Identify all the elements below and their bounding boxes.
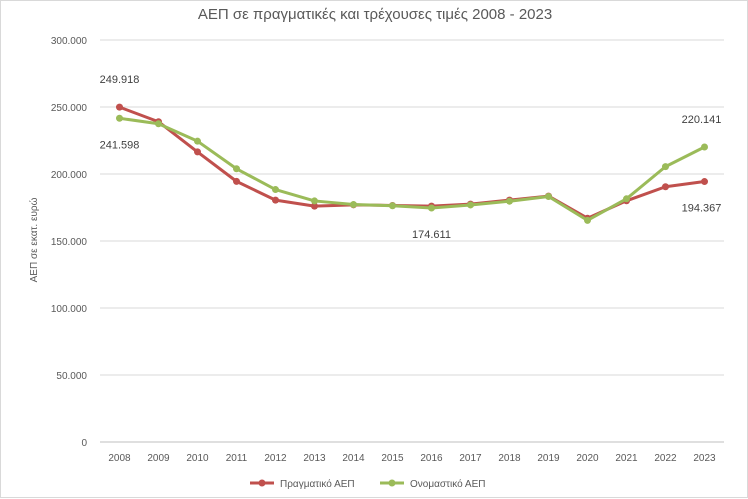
- gridlines: [100, 39, 724, 443]
- series-line: [119, 116, 706, 222]
- y-tick-label: 200.000: [51, 170, 88, 181]
- y-tick-label: 150.000: [51, 237, 88, 248]
- data-point: [233, 165, 240, 173]
- legend-label: Πραγματικό ΑΕΠ: [280, 478, 355, 490]
- data-point: [233, 177, 240, 185]
- x-tick-label: 2012: [264, 453, 287, 464]
- data-point: [272, 186, 279, 194]
- data-point: [272, 196, 279, 204]
- data-point: [116, 103, 123, 111]
- x-tick-label: 2009: [147, 453, 170, 464]
- data-point: [662, 163, 669, 171]
- data-point: [389, 202, 396, 210]
- y-tick-label: 100.000: [51, 304, 88, 315]
- data-point: [194, 137, 201, 145]
- data-label: 241.598: [100, 139, 140, 151]
- x-axis-ticks: 2008 2009 2010 2011 2012 2013 2014 2015 2016 2017…: [108, 453, 716, 464]
- chart-title: ΑΕΠ σε πραγματικές και τρέχουσες τιμές 2…: [198, 6, 552, 23]
- data-point: [584, 216, 591, 224]
- data-point: [662, 183, 669, 191]
- series-2: [116, 114, 708, 224]
- series-group: [116, 103, 708, 224]
- data-point: [545, 193, 552, 201]
- data-point: [428, 204, 435, 212]
- x-tick-label: 2014: [342, 453, 365, 464]
- legend-marker: [388, 479, 396, 487]
- data-point: [311, 202, 318, 210]
- data-point: [701, 143, 708, 151]
- x-tick-label: 2008: [108, 453, 131, 464]
- data-label: 174.611: [412, 229, 451, 241]
- y-tick-label: 0: [81, 438, 87, 449]
- x-tick-label: 2016: [420, 453, 443, 464]
- data-labels: 249.918 241.598 174.611 220.141 194.367: [100, 74, 722, 241]
- data-label: 220.141: [682, 114, 722, 126]
- data-point: [467, 201, 474, 209]
- legend-label: Ονομαστικό ΑΕΠ: [410, 478, 485, 490]
- legend-item: Ονομαστικό ΑΕΠ: [380, 478, 485, 490]
- y-axis-ticks: 0 50.000 100.000 150.000 200.000 250.000 300.0…: [51, 36, 88, 449]
- x-tick-label: 2023: [693, 453, 716, 464]
- data-label: 194.367: [682, 203, 722, 215]
- x-tick-label: 2015: [381, 453, 404, 464]
- data-point: [623, 195, 630, 203]
- data-point: [701, 178, 708, 186]
- x-tick-label: 2011: [226, 453, 248, 464]
- x-tick-label: 2021: [615, 453, 638, 464]
- x-tick-label: 2017: [459, 453, 482, 464]
- data-point: [350, 201, 357, 209]
- x-tick-label: 2019: [537, 453, 560, 464]
- data-point: [155, 120, 162, 128]
- x-tick-label: 2018: [498, 453, 521, 464]
- legend-marker: [258, 479, 266, 487]
- x-tick-label: 2022: [654, 453, 677, 464]
- x-tick-label: 2010: [186, 453, 209, 464]
- data-point: [506, 197, 513, 205]
- data-point: [194, 148, 201, 156]
- legend-item: Πραγματικό ΑΕΠ: [250, 478, 355, 490]
- series-line: [118, 105, 705, 220]
- data-label: 249.918: [100, 74, 140, 86]
- data-point: [311, 197, 318, 205]
- data-point: [116, 114, 123, 122]
- legend: Πραγματικό ΑΕΠ Ονομαστικό ΑΕΠ: [250, 478, 485, 490]
- x-tick-label: 2013: [303, 453, 326, 464]
- y-axis-label: ΑΕΠ σε εκατ. ευρώ: [28, 197, 40, 282]
- y-tick-label: 300.000: [51, 36, 88, 47]
- x-tick-label: 2020: [576, 453, 599, 464]
- y-tick-label: 50.000: [56, 371, 87, 382]
- y-tick-label: 250.000: [51, 103, 88, 114]
